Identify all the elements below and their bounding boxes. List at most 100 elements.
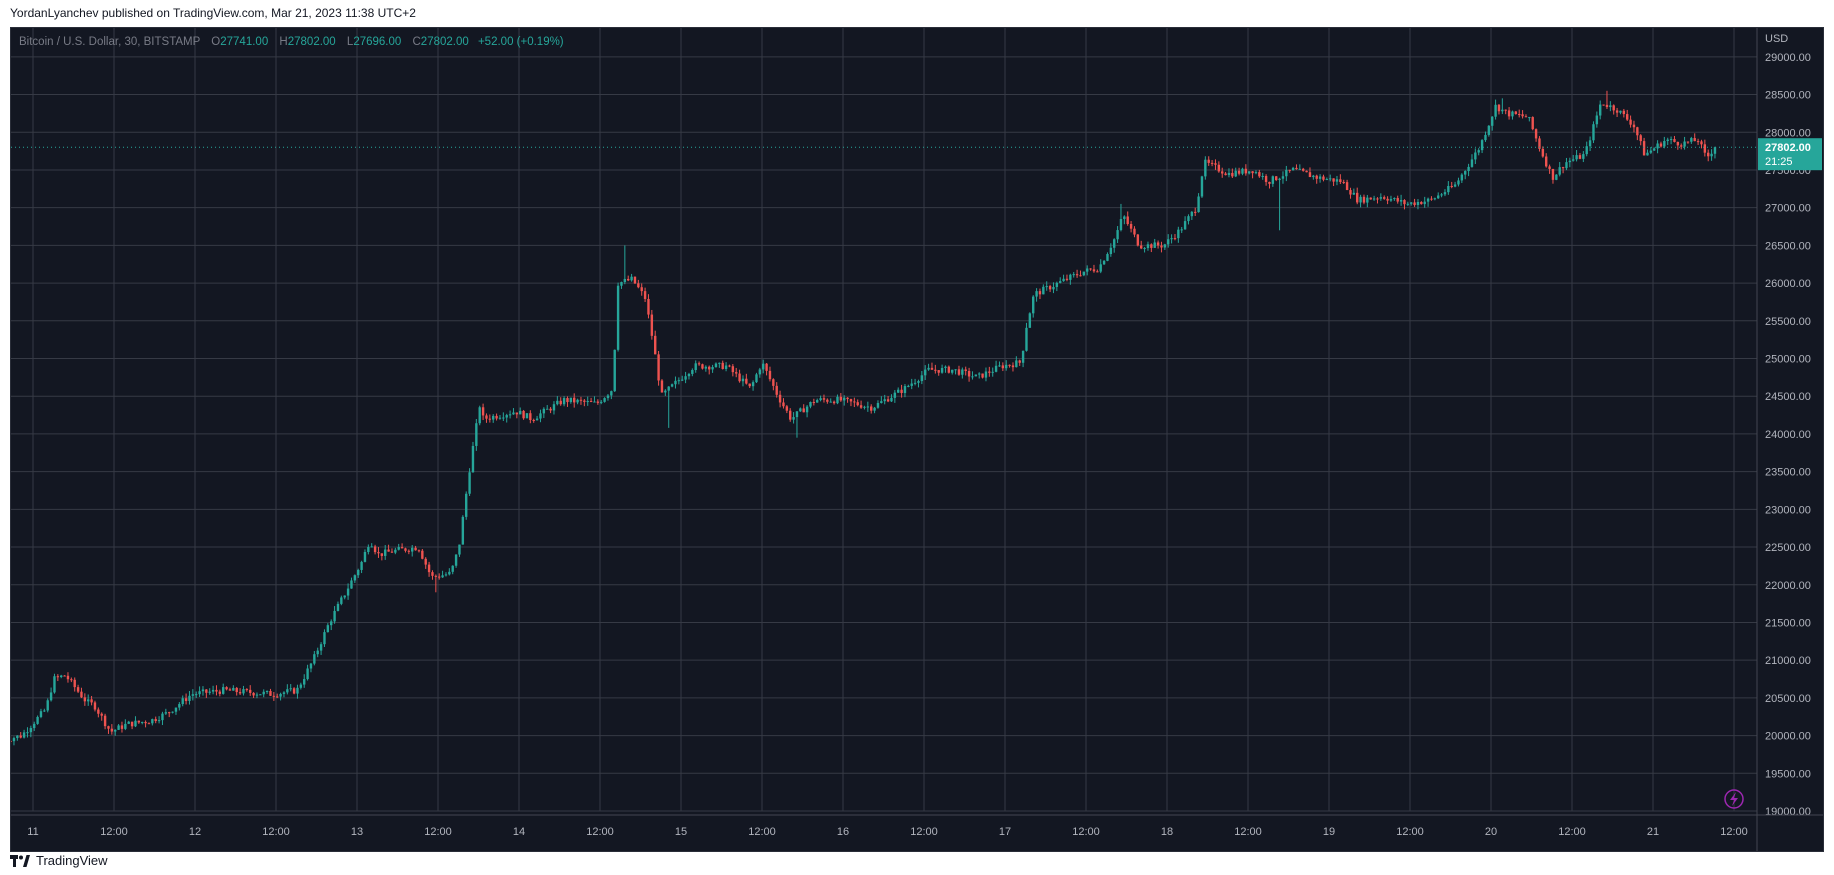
candle-body[interactable]	[147, 723, 151, 725]
candle-body[interactable]	[1005, 364, 1008, 369]
candle-body[interactable]	[360, 561, 363, 570]
candle-body[interactable]	[191, 694, 195, 696]
candle-body[interactable]	[751, 382, 755, 387]
candle-body[interactable]	[1470, 159, 1474, 167]
candle-body[interactable]	[539, 413, 542, 419]
candle-body[interactable]	[1626, 114, 1629, 120]
candle-body[interactable]	[789, 410, 792, 420]
candle-body[interactable]	[225, 687, 228, 690]
candle-body[interactable]	[431, 572, 434, 576]
candle-body[interactable]	[1106, 254, 1109, 261]
candle-body[interactable]	[1042, 286, 1045, 295]
candle-body[interactable]	[1592, 124, 1595, 141]
candle-body[interactable]	[961, 369, 964, 375]
candle-body[interactable]	[704, 366, 708, 369]
candle-body[interactable]	[1271, 176, 1275, 184]
candle-body[interactable]	[1669, 139, 1673, 141]
candle-body[interactable]	[589, 401, 593, 403]
candle-body[interactable]	[1241, 168, 1244, 174]
candle-body[interactable]	[1163, 244, 1167, 248]
candle-body[interactable]	[1423, 201, 1426, 205]
candle-body[interactable]	[562, 398, 566, 405]
candle-body[interactable]	[265, 690, 269, 692]
candle-body[interactable]	[60, 675, 63, 678]
candle-body[interactable]	[519, 410, 522, 415]
candle-body[interactable]	[549, 408, 552, 411]
candle-body[interactable]	[299, 684, 303, 688]
candle-body[interactable]	[269, 690, 272, 696]
candle-body[interactable]	[1656, 143, 1659, 149]
candle-body[interactable]	[1578, 155, 1582, 159]
candle-body[interactable]	[1332, 178, 1335, 182]
candle-body[interactable]	[1102, 260, 1106, 265]
candle-body[interactable]	[1055, 282, 1059, 287]
candle-body[interactable]	[1491, 116, 1494, 126]
candle-body[interactable]	[1194, 211, 1197, 213]
candle-body[interactable]	[1318, 176, 1322, 179]
candle-body[interactable]	[772, 379, 775, 386]
candle-body[interactable]	[1258, 172, 1261, 177]
candle-body[interactable]	[1433, 198, 1437, 200]
candle-body[interactable]	[1416, 202, 1420, 206]
candle-body[interactable]	[1177, 229, 1180, 239]
candle-body[interactable]	[97, 709, 100, 714]
candle-body[interactable]	[846, 397, 849, 400]
candle-body[interactable]	[1396, 198, 1399, 202]
candle-body[interactable]	[29, 728, 33, 733]
candle-body[interactable]	[643, 291, 647, 299]
candle-body[interactable]	[330, 621, 333, 626]
candle-body[interactable]	[1514, 111, 1518, 115]
candle-body[interactable]	[222, 687, 225, 694]
candle-body[interactable]	[1221, 171, 1224, 174]
candle-body[interactable]	[346, 588, 350, 596]
candle-body[interactable]	[1214, 163, 1217, 165]
candle-body[interactable]	[701, 364, 704, 369]
candle-body[interactable]	[890, 397, 893, 402]
candle-body[interactable]	[924, 369, 927, 376]
candle-body[interactable]	[1275, 176, 1278, 181]
candle-body[interactable]	[532, 420, 535, 422]
tradingview-footer[interactable]: TradingView	[10, 853, 108, 868]
candle-body[interactable]	[1268, 181, 1271, 184]
candle-body[interactable]	[53, 676, 56, 693]
candle-body[interactable]	[1248, 171, 1251, 174]
candle-body[interactable]	[235, 687, 238, 693]
candle-body[interactable]	[414, 547, 417, 551]
candle-body[interactable]	[677, 380, 681, 382]
candle-body[interactable]	[758, 369, 762, 375]
candle-body[interactable]	[913, 382, 917, 384]
candle-body[interactable]	[1028, 313, 1032, 328]
candle-body[interactable]	[1065, 278, 1069, 280]
candle-body[interactable]	[903, 386, 907, 394]
candle-body[interactable]	[1349, 190, 1352, 195]
candle-body[interactable]	[485, 415, 488, 419]
candle-body[interactable]	[735, 372, 738, 374]
candle-body[interactable]	[633, 276, 637, 284]
candle-body[interactable]	[1096, 271, 1099, 273]
candle-body[interactable]	[357, 569, 360, 576]
candle-body[interactable]	[1602, 104, 1605, 106]
candle-body[interactable]	[1204, 159, 1207, 177]
candle-body[interactable]	[718, 362, 721, 364]
candle-body[interactable]	[201, 689, 205, 692]
candle-body[interactable]	[870, 406, 873, 411]
candle-body[interactable]	[272, 695, 276, 697]
candle-body[interactable]	[289, 688, 292, 690]
candle-body[interactable]	[1609, 105, 1612, 108]
candle-body[interactable]	[114, 729, 117, 732]
candle-body[interactable]	[319, 644, 323, 651]
candle-body[interactable]	[664, 390, 667, 393]
candle-body[interactable]	[991, 371, 994, 373]
candle-body[interactable]	[1426, 198, 1430, 202]
candle-body[interactable]	[488, 418, 492, 420]
candle-body[interactable]	[795, 411, 799, 418]
candle-body[interactable]	[670, 384, 674, 387]
candle-body[interactable]	[434, 575, 438, 577]
candle-body[interactable]	[927, 367, 930, 370]
candle-body[interactable]	[1305, 170, 1308, 173]
candle-body[interactable]	[276, 696, 279, 698]
candle-body[interactable]	[427, 564, 431, 573]
candle-body[interactable]	[1383, 197, 1386, 199]
candle-body[interactable]	[168, 712, 171, 714]
candle-body[interactable]	[259, 694, 262, 696]
